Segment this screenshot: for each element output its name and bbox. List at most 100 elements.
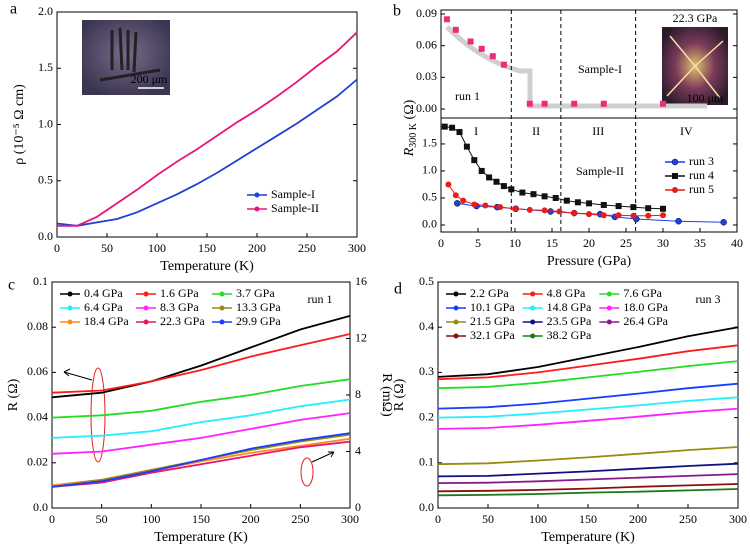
marker (482, 202, 489, 209)
y2-tick-label: 0 (355, 500, 361, 514)
y-tick-label: 0.4 (419, 319, 434, 333)
marker (672, 173, 678, 179)
x-tick-label: 100 (529, 512, 547, 526)
x-tick-label: 250 (679, 512, 697, 526)
marker (519, 189, 526, 196)
marker (467, 38, 474, 45)
y-tick-label: 0.5 (419, 274, 434, 288)
x-tick-label: 10 (509, 236, 521, 250)
x-tick-label: 0 (435, 512, 441, 526)
marker (489, 53, 496, 60)
y-tick-label: 0.06 (416, 37, 437, 51)
legend-label: 22.3 GPa (160, 314, 205, 328)
marker (463, 143, 470, 150)
x-tick-label: 300 (729, 512, 747, 526)
sample-label: Sample-II (576, 164, 624, 178)
legend-dot (143, 305, 149, 311)
marker (493, 178, 500, 185)
legend-label: 38.2 GPa (547, 328, 592, 342)
legend-label: Sample-I (271, 187, 315, 201)
phase-label: III (592, 124, 604, 138)
series-line (51, 315, 351, 399)
panel-label: c (8, 277, 15, 294)
phase-label: I (474, 124, 478, 138)
y-tick-label: 1.0 (422, 163, 437, 177)
legend-dot (453, 305, 459, 311)
marker (630, 212, 637, 219)
x-tick-label: 0 (54, 241, 60, 255)
legend-dot (453, 291, 459, 297)
y-tick-label: 0.5 (422, 190, 437, 204)
series-line (437, 488, 739, 497)
legend-dot (143, 319, 149, 325)
legend-label: run 5 (689, 182, 714, 196)
legend-label: run 3 (689, 154, 714, 168)
y-tick-label: 0.0 (33, 500, 48, 514)
y-tick-label: 2.0 (38, 4, 53, 18)
legend-label: 0.4 GPa (84, 286, 123, 300)
series-line (437, 407, 739, 430)
inset-photo-b (662, 27, 728, 105)
marker (630, 204, 637, 211)
marker (600, 201, 607, 208)
legend-dot (143, 291, 149, 297)
series-line (437, 360, 739, 390)
series-line (51, 440, 351, 488)
y-tick-label: 1.5 (38, 60, 53, 74)
marker (530, 191, 537, 198)
legend-dot (219, 305, 225, 311)
x-tick-label: 100 (142, 512, 160, 526)
legend-label: 23.5 GPa (547, 314, 592, 328)
legend-dot (606, 305, 612, 311)
y-tick-label: 0.09 (416, 6, 437, 20)
legend-dot (67, 291, 73, 297)
y2-tick-label: 16 (355, 274, 367, 288)
legend-label: 1.6 GPa (160, 286, 199, 300)
marker (500, 61, 507, 68)
x-tick-label: 100 (148, 241, 166, 255)
annotation-marks (63, 367, 335, 487)
x-tick-label: 50 (482, 512, 494, 526)
marker (660, 100, 666, 107)
x-tick-label: 300 (348, 241, 366, 255)
series-line (51, 333, 351, 394)
marker (541, 193, 548, 200)
marker (471, 201, 478, 208)
y-tick-label: 0.00 (416, 101, 437, 115)
y-tick-label: 1.0 (38, 116, 53, 130)
y2-tick-label: 8 (355, 387, 361, 401)
legend-label: 13.3 GPa (236, 300, 281, 314)
legend-dot (606, 319, 612, 325)
marker (675, 217, 682, 225)
series-line (444, 126, 664, 210)
marker (574, 199, 581, 206)
x-tick-label: 35 (694, 236, 706, 250)
y-axis-title: R300 K (Ω) (402, 99, 419, 157)
panel-label: b (393, 3, 401, 20)
run-label: run 1 (308, 292, 333, 306)
marker (454, 200, 461, 207)
legend-label: 10.1 GPa (470, 300, 515, 314)
legend-dot (606, 291, 612, 297)
y-axis-title-main: R (402, 147, 417, 157)
series-line (51, 437, 351, 487)
series-line (51, 432, 351, 488)
x-tick-label: 50 (101, 241, 113, 255)
x-tick-label: 25 (620, 236, 632, 250)
marker (671, 158, 679, 166)
y-tick-label: 0.06 (27, 364, 48, 378)
x-axis-title: Temperature (K) (160, 259, 254, 274)
marker (500, 183, 507, 190)
y-axis-title-unit: (Ω) (402, 99, 417, 123)
marker (660, 212, 666, 219)
marker (645, 212, 652, 219)
marker (471, 157, 478, 164)
legend-dot (453, 333, 459, 339)
inset-scale-label: 100 μm (687, 91, 724, 105)
marker (526, 206, 533, 213)
marker (508, 186, 515, 193)
legend-label: 8.3 GPa (160, 300, 199, 314)
marker (600, 100, 607, 107)
marker (456, 129, 463, 136)
